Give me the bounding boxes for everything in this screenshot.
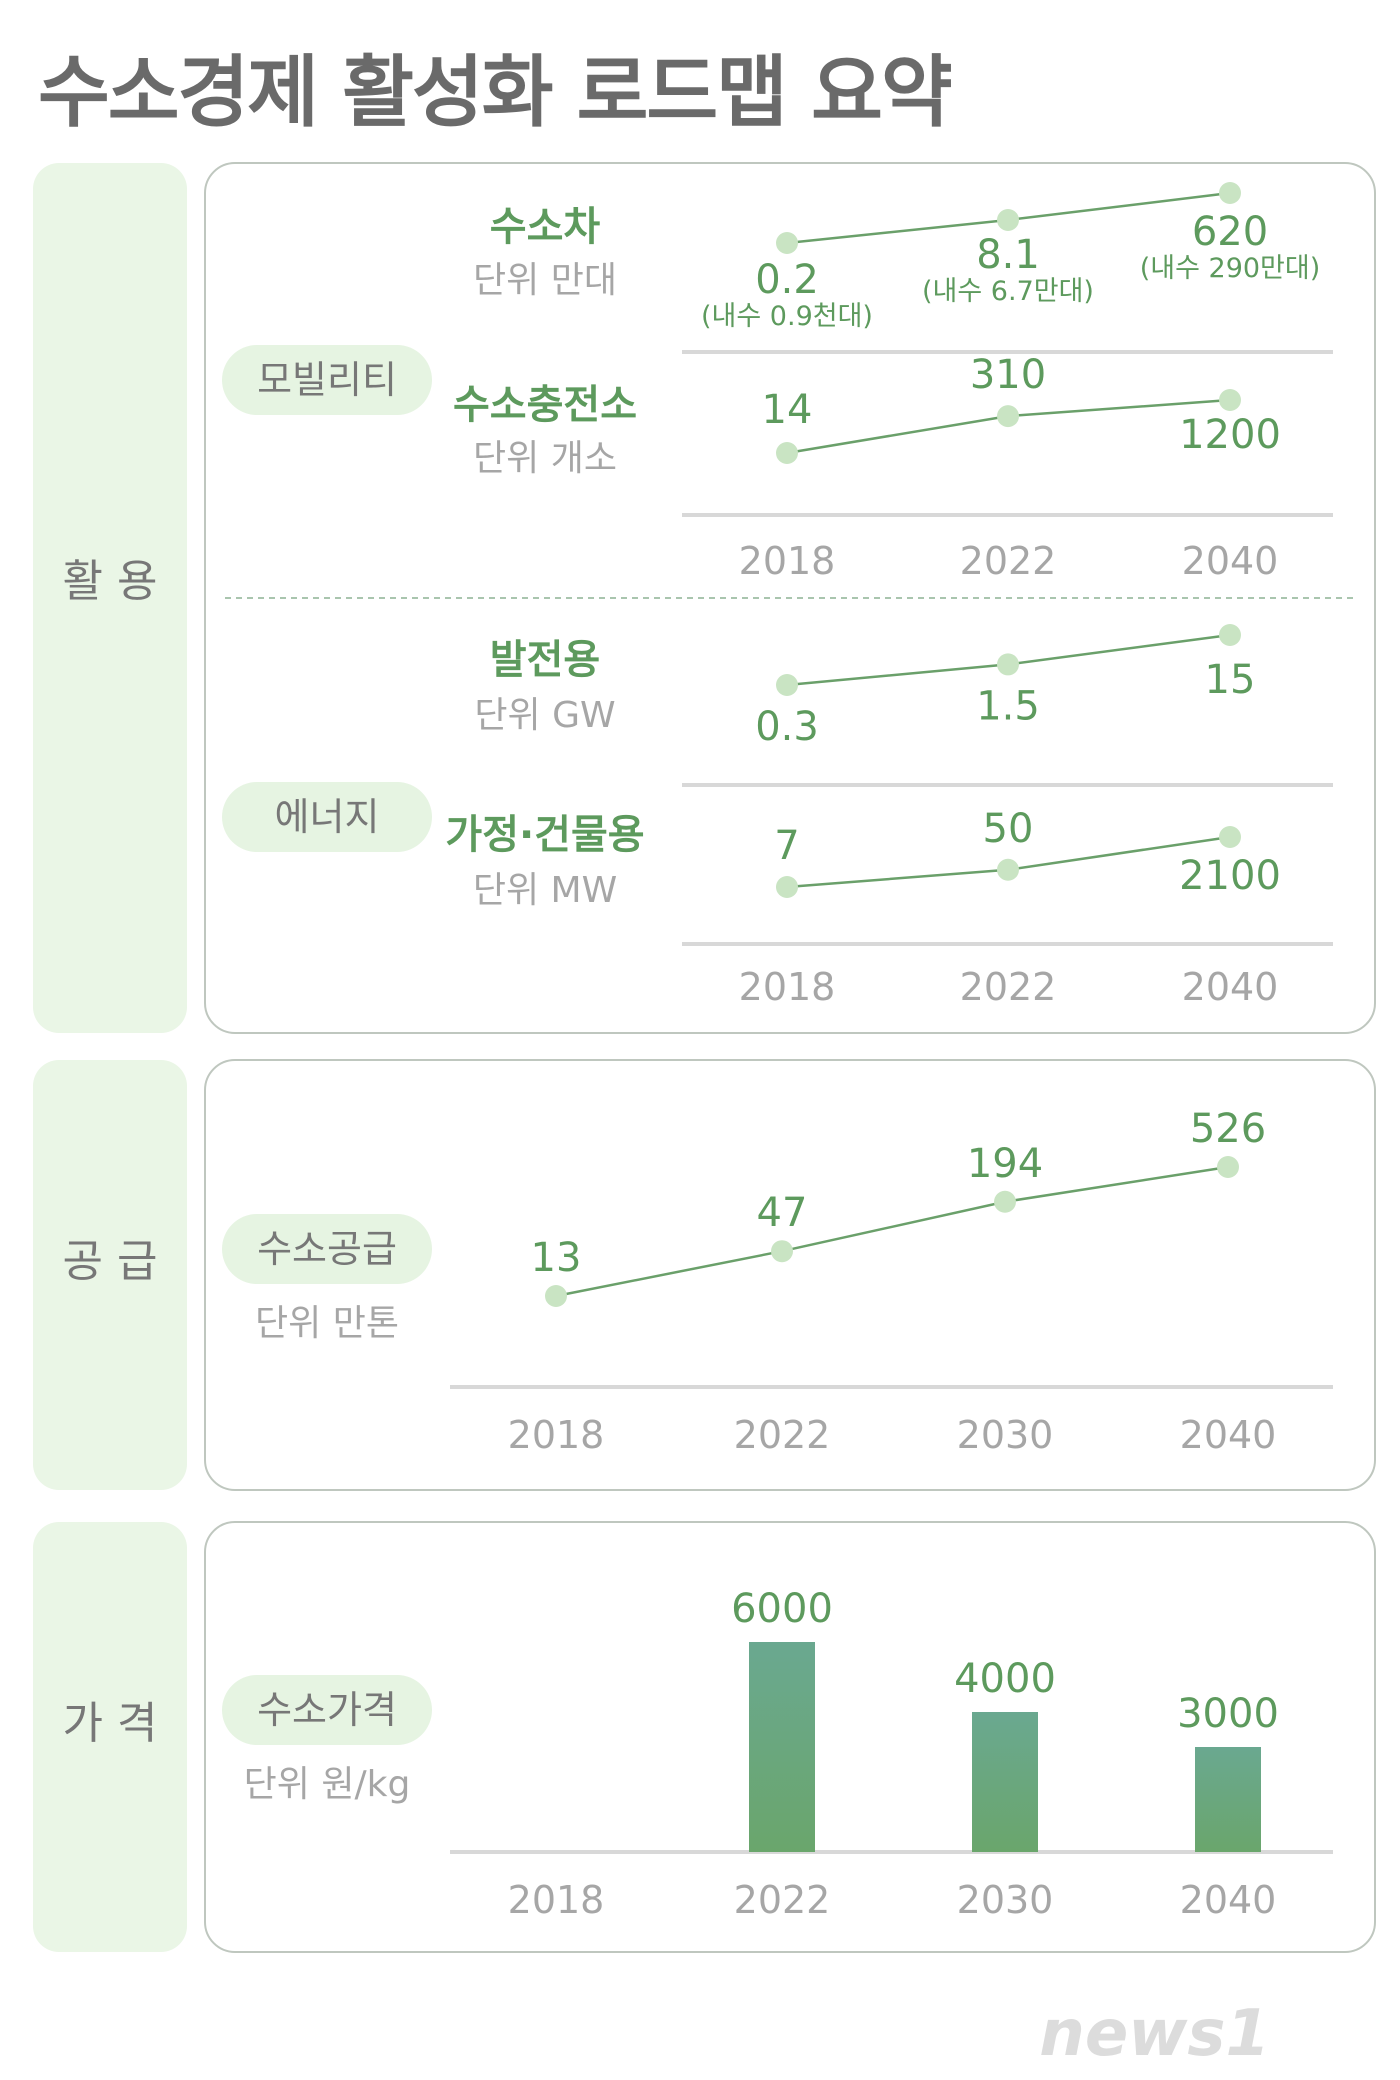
news1-logo: news1 xyxy=(1039,1997,1270,2071)
category-pill-mobility xyxy=(222,345,432,415)
chart-0-title: 수소차 xyxy=(490,204,601,250)
chart-5-value-label-2: 4000 xyxy=(954,1656,1056,1702)
chart-3-value-label-2: 2100 xyxy=(1179,853,1281,899)
chart-1-tick-label-1: 2022 xyxy=(960,539,1057,583)
category-label-mobility: 모빌리티 xyxy=(257,358,397,402)
chart-4-value-label-1: 47 xyxy=(757,1190,808,1236)
chart-5-bar-3 xyxy=(1195,1747,1261,1852)
section-label-usage: 활 용 xyxy=(63,556,158,607)
section-tab-supply xyxy=(33,1060,187,1490)
chart-1-tick-label-0: 2018 xyxy=(739,539,836,583)
chart-4-tick-label-3: 2040 xyxy=(1180,1413,1277,1457)
chart-3-point-2 xyxy=(1219,826,1241,848)
chart-5-value-label-1: 6000 xyxy=(731,1586,833,1632)
chart-5-tick-label-0: 2018 xyxy=(508,1878,605,1922)
chart-3-unit: 단위 MW xyxy=(473,870,617,911)
chart-2-value-label-2: 15 xyxy=(1205,657,1256,703)
chart-0-point-2 xyxy=(1219,182,1241,204)
chart-1-tick-label-2: 2040 xyxy=(1182,539,1279,583)
chart-4-point-0 xyxy=(545,1285,567,1307)
chart-4-tick-label-2: 2030 xyxy=(957,1413,1054,1457)
chart-3-tick-label-0: 2018 xyxy=(739,965,836,1009)
chart-2-point-2 xyxy=(1219,624,1241,646)
section-tab-usage xyxy=(33,163,187,1033)
chart-5-bar-2 xyxy=(972,1712,1038,1852)
chart-1-point-0 xyxy=(776,442,798,464)
category-label-supply: 수소공급 xyxy=(257,1227,397,1271)
category-pill-energy xyxy=(222,782,432,852)
chart-4-value-label-0: 13 xyxy=(531,1235,582,1281)
chart-3-value-label-1: 50 xyxy=(983,806,1034,852)
logo-wordmark: news1 xyxy=(1039,1997,1270,2071)
category-label-price: 수소가격 xyxy=(257,1688,397,1732)
section-label-price: 가 격 xyxy=(63,1698,158,1749)
chart-3-title: 가정·건물용 xyxy=(445,812,644,858)
chart-5-bar-1 xyxy=(749,1642,815,1852)
chart-4-point-1 xyxy=(771,1240,793,1263)
chart-3-tick-label-2: 2040 xyxy=(1182,965,1279,1009)
chart-0-point-0 xyxy=(776,232,798,254)
category-pill-supply xyxy=(222,1214,432,1284)
chart-3-value-label-0: 7 xyxy=(774,823,799,869)
chart-0-value-label-0: 0.2 xyxy=(755,257,819,303)
chart-0-value-label-1: 8.1 xyxy=(976,232,1040,278)
chart-0-unit: 단위 만대 xyxy=(473,260,617,301)
chart-5-tick-label-2: 2030 xyxy=(957,1878,1054,1922)
chart-0-sub-label-0: (내수 0.9천대) xyxy=(701,301,873,332)
category-label-energy: 에너지 xyxy=(275,795,380,839)
chart-2-point-1 xyxy=(997,653,1019,676)
chart-2-title: 발전용 xyxy=(490,637,600,683)
chart-3-point-0 xyxy=(776,876,798,898)
chart-1-value-label-2: 1200 xyxy=(1179,412,1281,458)
chart-5-unit: 단위 원/kg xyxy=(244,1764,411,1805)
chart-1-value-label-0: 14 xyxy=(762,387,813,433)
chart-1-value-label-1: 310 xyxy=(970,352,1046,398)
chart-2-unit: 단위 GW xyxy=(474,695,615,736)
chart-1-unit: 단위 개소 xyxy=(473,438,617,479)
chart-3-tick-label-1: 2022 xyxy=(960,965,1057,1009)
page-title: 수소경제 활성화 로드맵 요약 xyxy=(38,48,953,138)
chart-4-point-2 xyxy=(994,1190,1016,1213)
chart-3-point-1 xyxy=(997,858,1019,881)
chart-1-point-2 xyxy=(1219,389,1241,411)
chart-1-title: 수소충전소 xyxy=(453,382,637,428)
category-pill-price xyxy=(222,1675,432,1745)
chart-0-sub-label-2: (내수 290만대) xyxy=(1140,253,1321,284)
chart-2-point-0 xyxy=(776,674,798,696)
chart-4-tick-label-0: 2018 xyxy=(508,1413,605,1457)
chart-4-unit: 단위 만톤 xyxy=(255,1303,399,1344)
chart-4-value-label-3: 526 xyxy=(1190,1106,1266,1152)
chart-0-point-1 xyxy=(997,208,1019,231)
section-tab-price xyxy=(33,1522,187,1952)
chart-0-sub-label-1: (내수 6.7만대) xyxy=(922,276,1094,307)
section-panel-supply xyxy=(204,1059,1376,1491)
chart-2-value-label-1: 1.5 xyxy=(976,683,1040,729)
chart-1-point-1 xyxy=(997,405,1019,428)
chart-5-value-label-3: 3000 xyxy=(1177,1691,1279,1737)
chart-4-value-label-2: 194 xyxy=(967,1141,1043,1187)
chart-2-value-label-0: 0.3 xyxy=(755,704,819,750)
chart-0-value-label-2: 620 xyxy=(1192,209,1268,255)
chart-4-tick-label-1: 2022 xyxy=(734,1413,831,1457)
chart-4-point-3 xyxy=(1217,1156,1239,1178)
chart-5-tick-label-1: 2022 xyxy=(734,1878,831,1922)
section-label-supply: 공 급 xyxy=(63,1236,158,1287)
chart-4-series-line xyxy=(555,1165,1229,1298)
chart-5-tick-label-3: 2040 xyxy=(1180,1878,1277,1922)
